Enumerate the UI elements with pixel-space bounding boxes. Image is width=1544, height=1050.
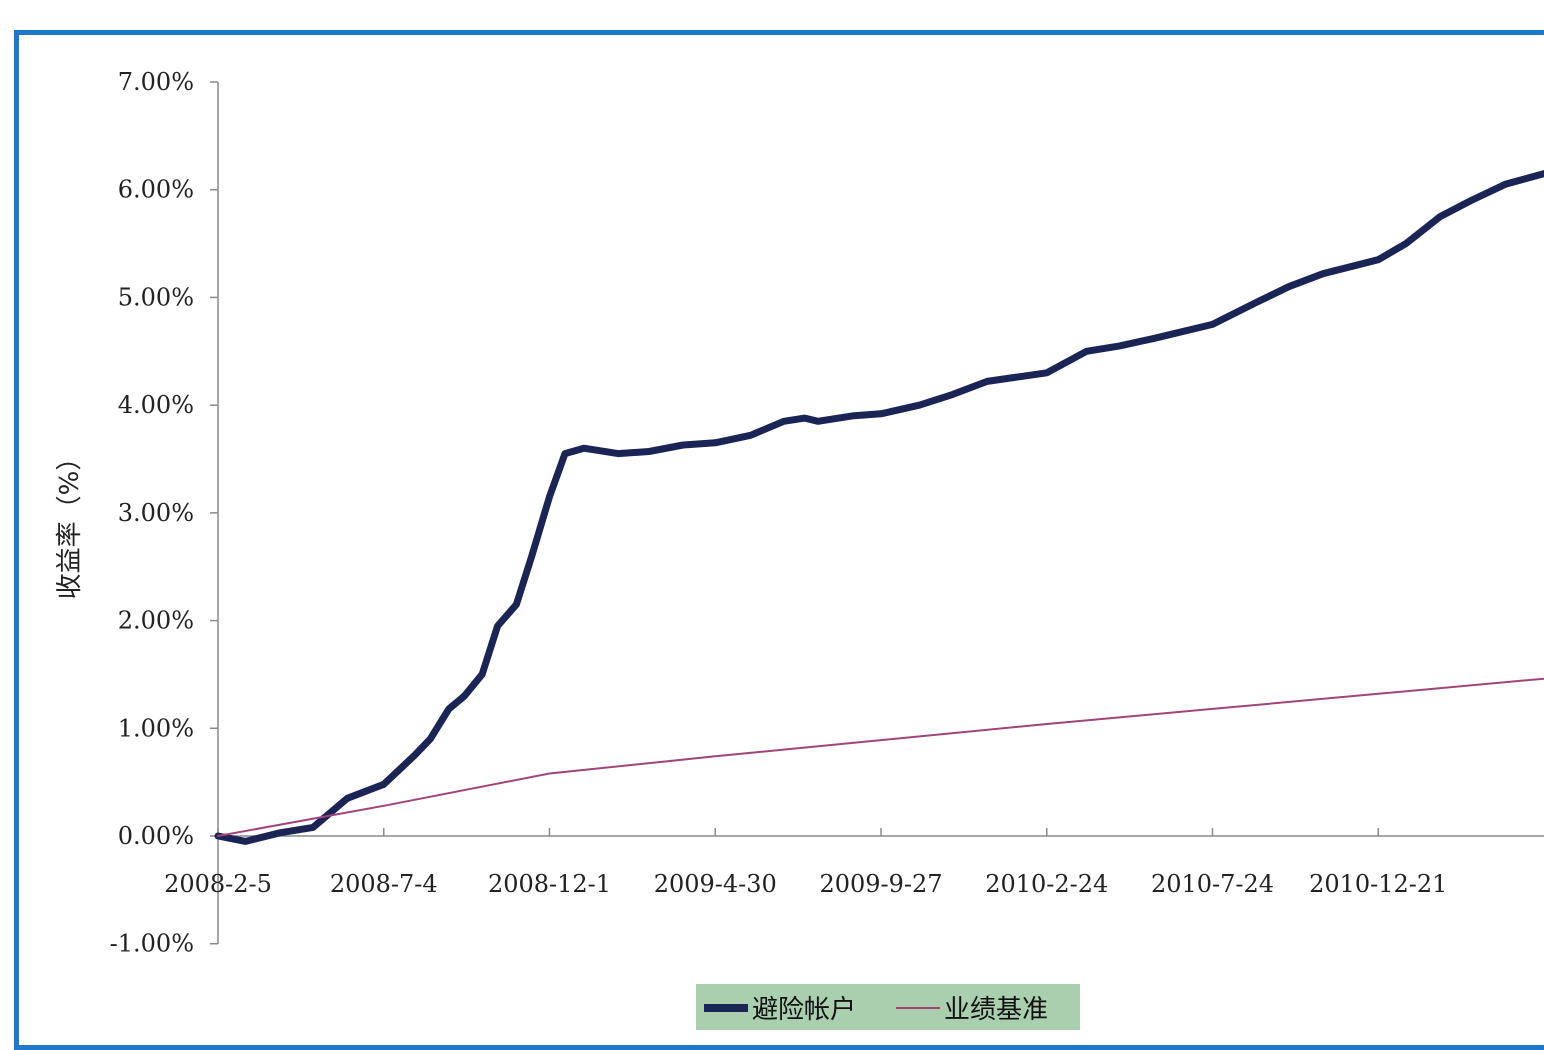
y-tick-label: 6.00% — [118, 176, 194, 204]
y-tick-label: 3.00% — [118, 499, 194, 527]
legend-label-avoid-risk: 避险帐户 — [752, 995, 856, 1025]
y-tick-label: 7.00% — [118, 68, 194, 96]
x-axis: 2008-2-5 2008-7-4 2008-12-1 2009-4-30 2009-9… — [164, 828, 1544, 898]
x-tick-label: 2008-7-4 — [330, 870, 438, 898]
x-tick-label: 2008-12-1 — [488, 870, 611, 898]
legend-label-benchmark: 业绩基准 — [944, 995, 1048, 1025]
x-tick-label: 2010-12-21 — [1309, 870, 1447, 898]
x-tick-label: 2008-2-5 — [164, 870, 272, 898]
y-tick-label: 1.00% — [118, 714, 194, 742]
y-axis: -1.00% 0.00% 1.00% 2.00% 3.00% 4.00% 5.00% 6.00… — [110, 68, 219, 958]
series-line-avoid-risk — [214, 170, 1544, 845]
x-tick-label: 2010-2-24 — [985, 870, 1108, 898]
x-tick-label: 2010-7-24 — [1151, 870, 1274, 898]
y-tick-label: 5.00% — [118, 283, 194, 311]
y-tick-label: 2.00% — [118, 607, 194, 635]
legend: 避险帐户 业绩基准 — [696, 984, 1080, 1030]
legend-background — [696, 984, 1080, 1030]
x-tick-label: 2009-9-27 — [819, 870, 942, 898]
y-axis-title: 收益率（%） — [55, 445, 85, 600]
series-line-benchmark — [217, 677, 1544, 837]
x-tick-label: 2009-4-30 — [654, 870, 777, 898]
y-tick-label: 4.00% — [118, 391, 194, 419]
y-tick-label: 0.00% — [118, 822, 194, 850]
y-tick-label: -1.00% — [110, 930, 194, 958]
series-layer — [214, 170, 1544, 845]
